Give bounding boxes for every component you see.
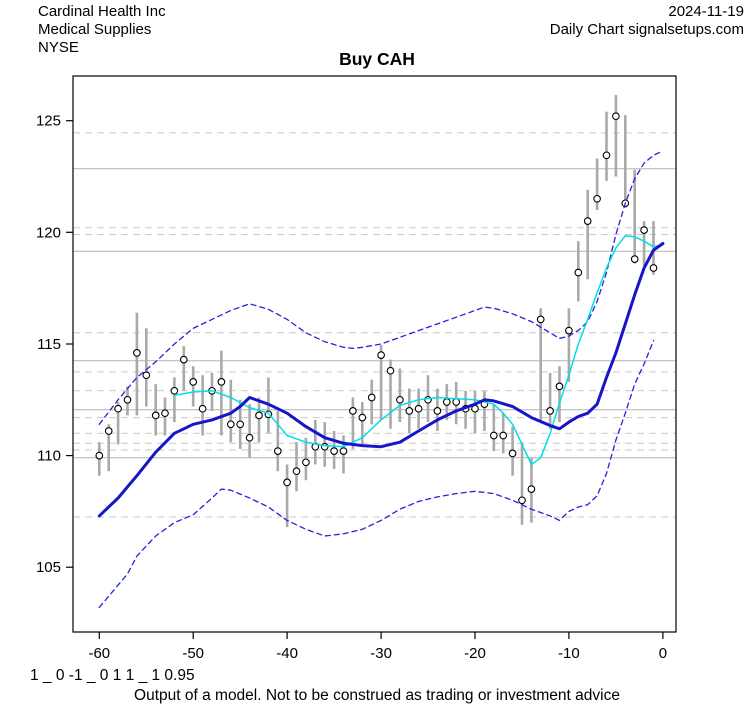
close-marker: [179, 355, 188, 364]
fast-ma-line: [173, 234, 664, 466]
close-marker: [508, 449, 517, 458]
close-marker: [630, 255, 639, 263]
close-marker: [433, 407, 442, 415]
model-output-annotation: 1 _ 0 -1 _ 0 1 1 _ 1 0.95: [30, 667, 195, 684]
close-marker: [198, 404, 207, 413]
close-marker: [255, 411, 263, 420]
chart-header: Cardinal Health Inc Medical Supplies NYS…: [38, 3, 744, 69]
close-marker: [245, 433, 254, 442]
company-name: Cardinal Health Inc: [38, 3, 166, 20]
close-marker: [217, 378, 226, 386]
disclaimer-text: Output of a model. Not to be construed a…: [134, 687, 620, 704]
close-marker: [602, 151, 611, 160]
close-marker: [414, 404, 423, 413]
plot-area: -60 -50 -40 -30 -20 -10 0 105 110 115 120 125: [36, 75, 677, 662]
close-marker: [489, 431, 498, 440]
close-marker: [189, 378, 198, 386]
close-marker: [339, 447, 348, 455]
x-tick-label: -30: [370, 645, 392, 662]
close-marker: [386, 366, 395, 375]
close-marker: [161, 409, 169, 418]
close-marker: [424, 395, 432, 404]
close-marker: [283, 478, 291, 487]
plot-border: [72, 75, 677, 633]
x-tick-label: 0: [659, 645, 667, 662]
close-marker: [583, 217, 592, 225]
close-marker: [367, 393, 376, 402]
chart-date: 2024-11-19: [668, 3, 744, 20]
page-title: Buy CAH: [339, 49, 415, 69]
x-tick-label: -10: [558, 645, 580, 662]
close-marker: [452, 398, 461, 406]
close-marker: [640, 226, 648, 234]
close-marker: [104, 427, 113, 435]
x-tick-label: -40: [276, 645, 298, 662]
close-marker: [320, 442, 329, 451]
close-marker: [349, 407, 357, 415]
close-marker: [358, 413, 367, 422]
close-marker: [133, 349, 141, 357]
y-tick-label: 115: [37, 336, 61, 353]
close-marker: [170, 386, 179, 395]
lower-band-line: [98, 339, 655, 609]
close-marker: [442, 398, 451, 406]
y-tick-label: 110: [37, 448, 61, 465]
close-marker: [546, 407, 554, 415]
chart-source: Daily Chart signalsetups.com: [550, 21, 744, 38]
slow-ma-line: [97, 242, 665, 518]
close-marker: [405, 407, 414, 415]
y-tick-label: 120: [36, 224, 61, 241]
close-marker: [292, 467, 301, 476]
close-marker: [142, 371, 151, 380]
x-tick-label: -20: [464, 645, 486, 662]
close-marker: [226, 420, 235, 429]
close-marker: [612, 112, 620, 121]
close-marker: [499, 431, 508, 440]
chart-footer: 1 _ 0 -1 _ 0 1 1 _ 1 0.95 Output of a mo…: [30, 667, 620, 704]
close-marker: [555, 382, 564, 391]
industry-name: Medical Supplies: [38, 21, 151, 38]
close-marker: [593, 194, 601, 203]
x-tick-label: -60: [88, 645, 110, 662]
close-marker: [377, 351, 385, 359]
close-marker: [236, 420, 245, 429]
close-marker: [518, 496, 526, 505]
close-marker: [396, 395, 404, 404]
close-marker: [565, 326, 573, 335]
close-marker: [330, 447, 338, 455]
close-marker: [649, 264, 658, 272]
close-marker: [123, 395, 132, 404]
close-marker: [302, 458, 310, 467]
y-tick-label: 125: [36, 113, 61, 130]
close-marker: [151, 411, 160, 420]
x-tick-label: -50: [182, 645, 204, 662]
close-marker: [273, 447, 282, 455]
close-marker: [95, 451, 104, 460]
close-marker: [527, 485, 536, 493]
exchange-name: NYSE: [38, 39, 79, 56]
upper-band-line: [98, 150, 664, 425]
close-marker: [536, 315, 545, 324]
close-marker: [574, 268, 583, 277]
y-tick-label: 105: [36, 559, 61, 576]
close-marker: [114, 404, 122, 413]
